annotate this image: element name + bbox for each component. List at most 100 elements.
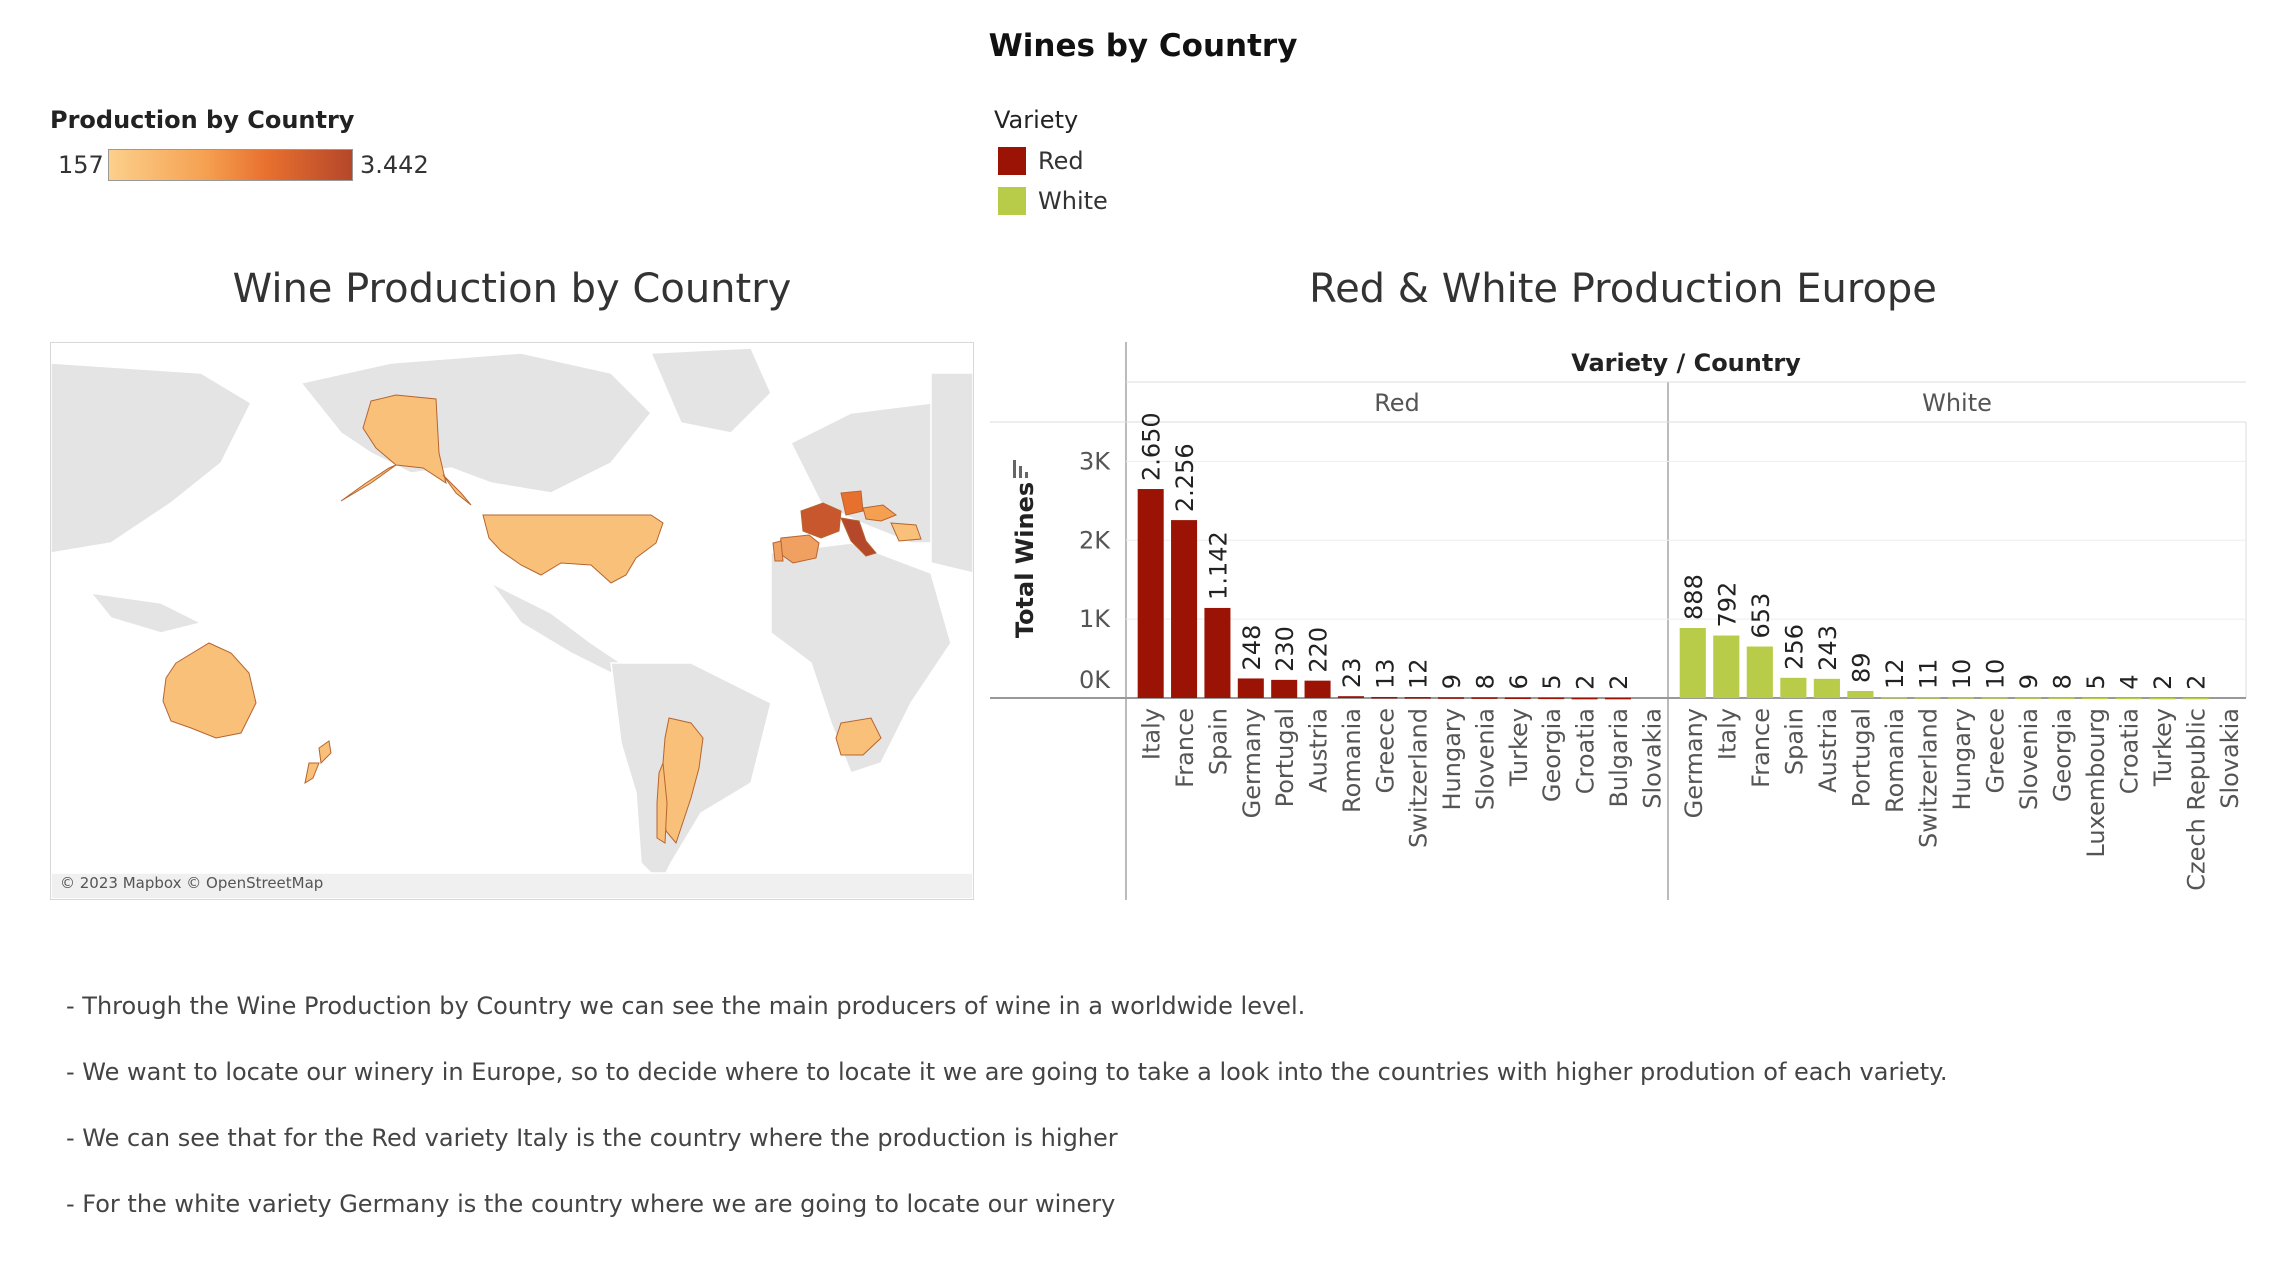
bar-red-romania[interactable] <box>1337 696 1364 698</box>
bar-red-georgia[interactable] <box>1538 697 1565 700</box>
country-france[interactable] <box>800 502 842 539</box>
bar-white-spain[interactable] <box>1780 677 1807 698</box>
bar-white-austria[interactable] <box>1813 678 1840 698</box>
data-label: 256 <box>1780 624 1808 670</box>
bar-white-croatia[interactable] <box>2115 697 2142 700</box>
production-legend-title: Production by Country <box>50 106 355 134</box>
data-label: 2 <box>1572 675 1600 690</box>
x-tick-label: Croatia <box>1572 708 1600 794</box>
panel-label-red: Red <box>1374 389 1420 417</box>
note-1: - Through the Wine Production by Country… <box>66 992 1306 1020</box>
bar-red-croatia[interactable] <box>1571 697 1598 700</box>
data-label: 2 <box>2149 675 2177 690</box>
country-argentina[interactable] <box>662 717 704 845</box>
country-usa[interactable] <box>482 514 664 584</box>
x-tick-label: Slovenia <box>1471 708 1499 810</box>
country-other-europe[interactable] <box>890 522 922 542</box>
country-chile[interactable] <box>656 762 668 844</box>
world-map-svg <box>51 343 973 899</box>
data-label: 1.142 <box>1204 531 1232 600</box>
production-legend-min: 157 <box>58 151 104 179</box>
data-label: 5 <box>1538 674 1566 689</box>
bar-white-greece[interactable] <box>1981 697 2008 699</box>
data-label: 2 <box>2183 675 2211 690</box>
x-tick-label: Germany <box>1680 708 1708 818</box>
data-label: 653 <box>1747 593 1775 639</box>
x-tick-label: Greece <box>1371 708 1399 793</box>
y-tick-label: 2K <box>1079 526 1111 554</box>
x-tick-label: Romania <box>1338 708 1366 813</box>
note-3: - We can see that for the Red variety It… <box>66 1124 1118 1152</box>
bar-white-portugal[interactable] <box>1847 690 1874 698</box>
bar-white-georgia[interactable] <box>2048 697 2075 699</box>
bar-white-italy[interactable] <box>1713 635 1740 698</box>
x-tick-label: Georgia <box>1538 708 1566 802</box>
country-germany[interactable] <box>840 490 864 516</box>
data-label: 89 <box>1847 652 1875 683</box>
variety-legend-item-red[interactable]: Red <box>998 147 1084 175</box>
production-color-ramp[interactable] <box>108 149 353 181</box>
bar-red-italy[interactable] <box>1137 489 1164 698</box>
bar-red-france[interactable] <box>1171 520 1198 698</box>
data-label: 2 <box>1605 675 1633 690</box>
bar-red-portugal[interactable] <box>1271 679 1298 698</box>
sort-icon[interactable] <box>1013 460 1028 478</box>
country-new-zealand[interactable] <box>318 740 332 765</box>
x-tick-label: Slovakia <box>1638 708 1666 809</box>
bar-red-switzerland[interactable] <box>1404 697 1431 699</box>
x-tick-label: Spain <box>1780 708 1808 775</box>
data-label: 220 <box>1305 627 1333 673</box>
variety-legend-item-white[interactable]: White <box>998 187 1108 215</box>
bar-white-switzerland[interactable] <box>1914 697 1941 699</box>
data-label: 13 <box>1371 658 1399 689</box>
bar-red-slovenia[interactable] <box>1471 697 1498 699</box>
country-alaska[interactable] <box>362 394 447 485</box>
bar-white-czech-republic[interactable] <box>2182 697 2209 700</box>
bar-red-greece[interactable] <box>1371 696 1398 699</box>
bar-red-hungary[interactable] <box>1438 697 1465 699</box>
x-tick-label: Turkey <box>2149 708 2177 787</box>
producer-countries <box>162 394 922 845</box>
x-tick-label: Romania <box>1881 708 1909 813</box>
bar-white-slovenia[interactable] <box>2014 697 2042 699</box>
data-label: 243 <box>1814 625 1842 671</box>
red-swatch-icon <box>998 147 1026 175</box>
x-tick-label: Slovenia <box>2015 708 2043 810</box>
map-title: Wine Production by Country <box>232 266 792 312</box>
map-attribution: © 2023 Mapbox © OpenStreetMap <box>60 874 324 892</box>
variety-legend-label: White <box>1038 187 1108 215</box>
x-tick-label: Portugal <box>1847 708 1875 807</box>
data-label: 9 <box>2015 674 2043 689</box>
y-axis-label: Total Wines <box>1011 482 1039 638</box>
data-label: 11 <box>1914 659 1942 690</box>
world-map[interactable] <box>50 342 974 900</box>
bar-white-turkey[interactable] <box>2149 697 2176 700</box>
bar-red-bulgaria[interactable] <box>1604 697 1631 700</box>
panel-label-white: White <box>1922 389 1992 417</box>
country-portugal[interactable] <box>772 540 784 562</box>
x-tick-label: Austria <box>1814 708 1842 793</box>
x-tick-label: Portugal <box>1271 708 1299 807</box>
country-south-africa[interactable] <box>835 717 882 756</box>
bar-red-austria[interactable] <box>1304 680 1331 698</box>
bar-white-romania[interactable] <box>1880 697 1908 699</box>
y-tick-label: 1K <box>1079 605 1111 633</box>
bar-red-germany[interactable] <box>1237 678 1264 698</box>
bar-red-spain[interactable] <box>1204 607 1231 698</box>
country-italy[interactable] <box>840 517 877 557</box>
note-4: - For the white variety Germany is the c… <box>66 1190 1116 1218</box>
x-tick-label: Georgia <box>2049 708 2077 802</box>
bar-red-turkey[interactable] <box>1504 697 1531 700</box>
data-label: 10 <box>1948 659 1976 690</box>
country-australia[interactable] <box>162 642 257 739</box>
bar-white-germany[interactable] <box>1679 627 1706 698</box>
bar-white-hungary[interactable] <box>1947 697 1975 699</box>
bar-white-luxembourg[interactable] <box>2082 697 2109 700</box>
x-tick-label: Czech Republic <box>2183 708 2211 891</box>
data-label: 8 <box>1471 674 1499 689</box>
data-label: 792 <box>1713 582 1741 628</box>
data-label: 2.650 <box>1138 412 1166 481</box>
bar-white-france[interactable] <box>1746 646 1773 698</box>
country-austria[interactable] <box>862 504 898 522</box>
variety-legend-title: Variety <box>994 106 1079 134</box>
